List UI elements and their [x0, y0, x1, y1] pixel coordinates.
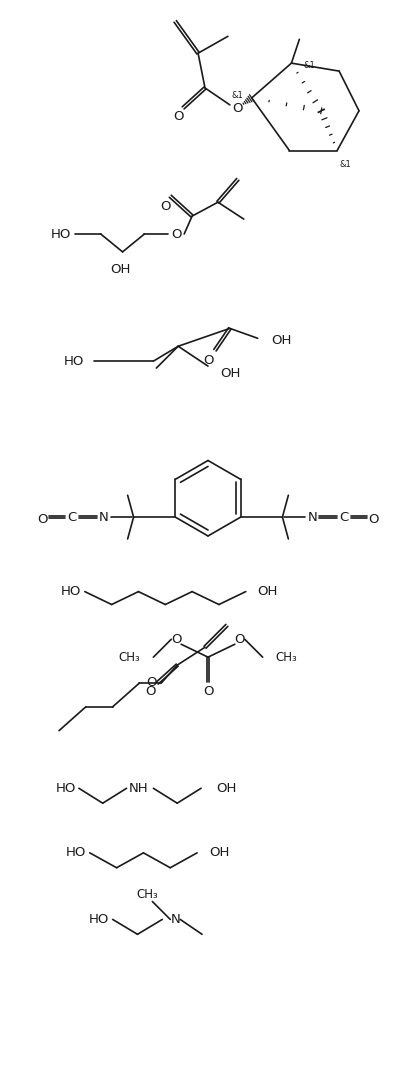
Text: O: O [146, 676, 157, 689]
Text: &1: &1 [339, 160, 351, 169]
Text: NH: NH [129, 782, 148, 794]
Text: N: N [99, 510, 109, 524]
Text: HO: HO [51, 228, 71, 241]
Text: O: O [203, 354, 213, 366]
Text: O: O [234, 633, 245, 645]
Text: O: O [160, 200, 171, 213]
Text: O: O [203, 686, 213, 699]
Text: O: O [173, 111, 183, 124]
Text: O: O [37, 512, 48, 526]
Text: HO: HO [61, 585, 81, 599]
Text: O: O [145, 686, 156, 699]
Text: CH₃: CH₃ [119, 651, 141, 663]
Text: HO: HO [89, 913, 109, 925]
Text: O: O [233, 102, 243, 115]
Text: HO: HO [56, 782, 76, 794]
Text: CH₃: CH₃ [276, 651, 297, 663]
Text: HO: HO [63, 355, 84, 367]
Text: OH: OH [220, 366, 240, 379]
Text: N: N [307, 510, 317, 524]
Text: CH₃: CH₃ [136, 888, 158, 901]
Text: O: O [171, 228, 181, 241]
Text: O: O [171, 633, 181, 645]
Text: C: C [68, 510, 77, 524]
Text: OH: OH [271, 333, 292, 347]
Text: OH: OH [111, 263, 131, 276]
Text: C: C [339, 510, 349, 524]
Text: OH: OH [258, 585, 278, 599]
Text: &1: &1 [232, 92, 244, 100]
Text: OH: OH [209, 847, 229, 859]
Text: OH: OH [216, 782, 236, 794]
Text: O: O [369, 512, 379, 526]
Text: HO: HO [66, 847, 86, 859]
Text: &1: &1 [304, 61, 315, 69]
Text: N: N [171, 913, 180, 925]
